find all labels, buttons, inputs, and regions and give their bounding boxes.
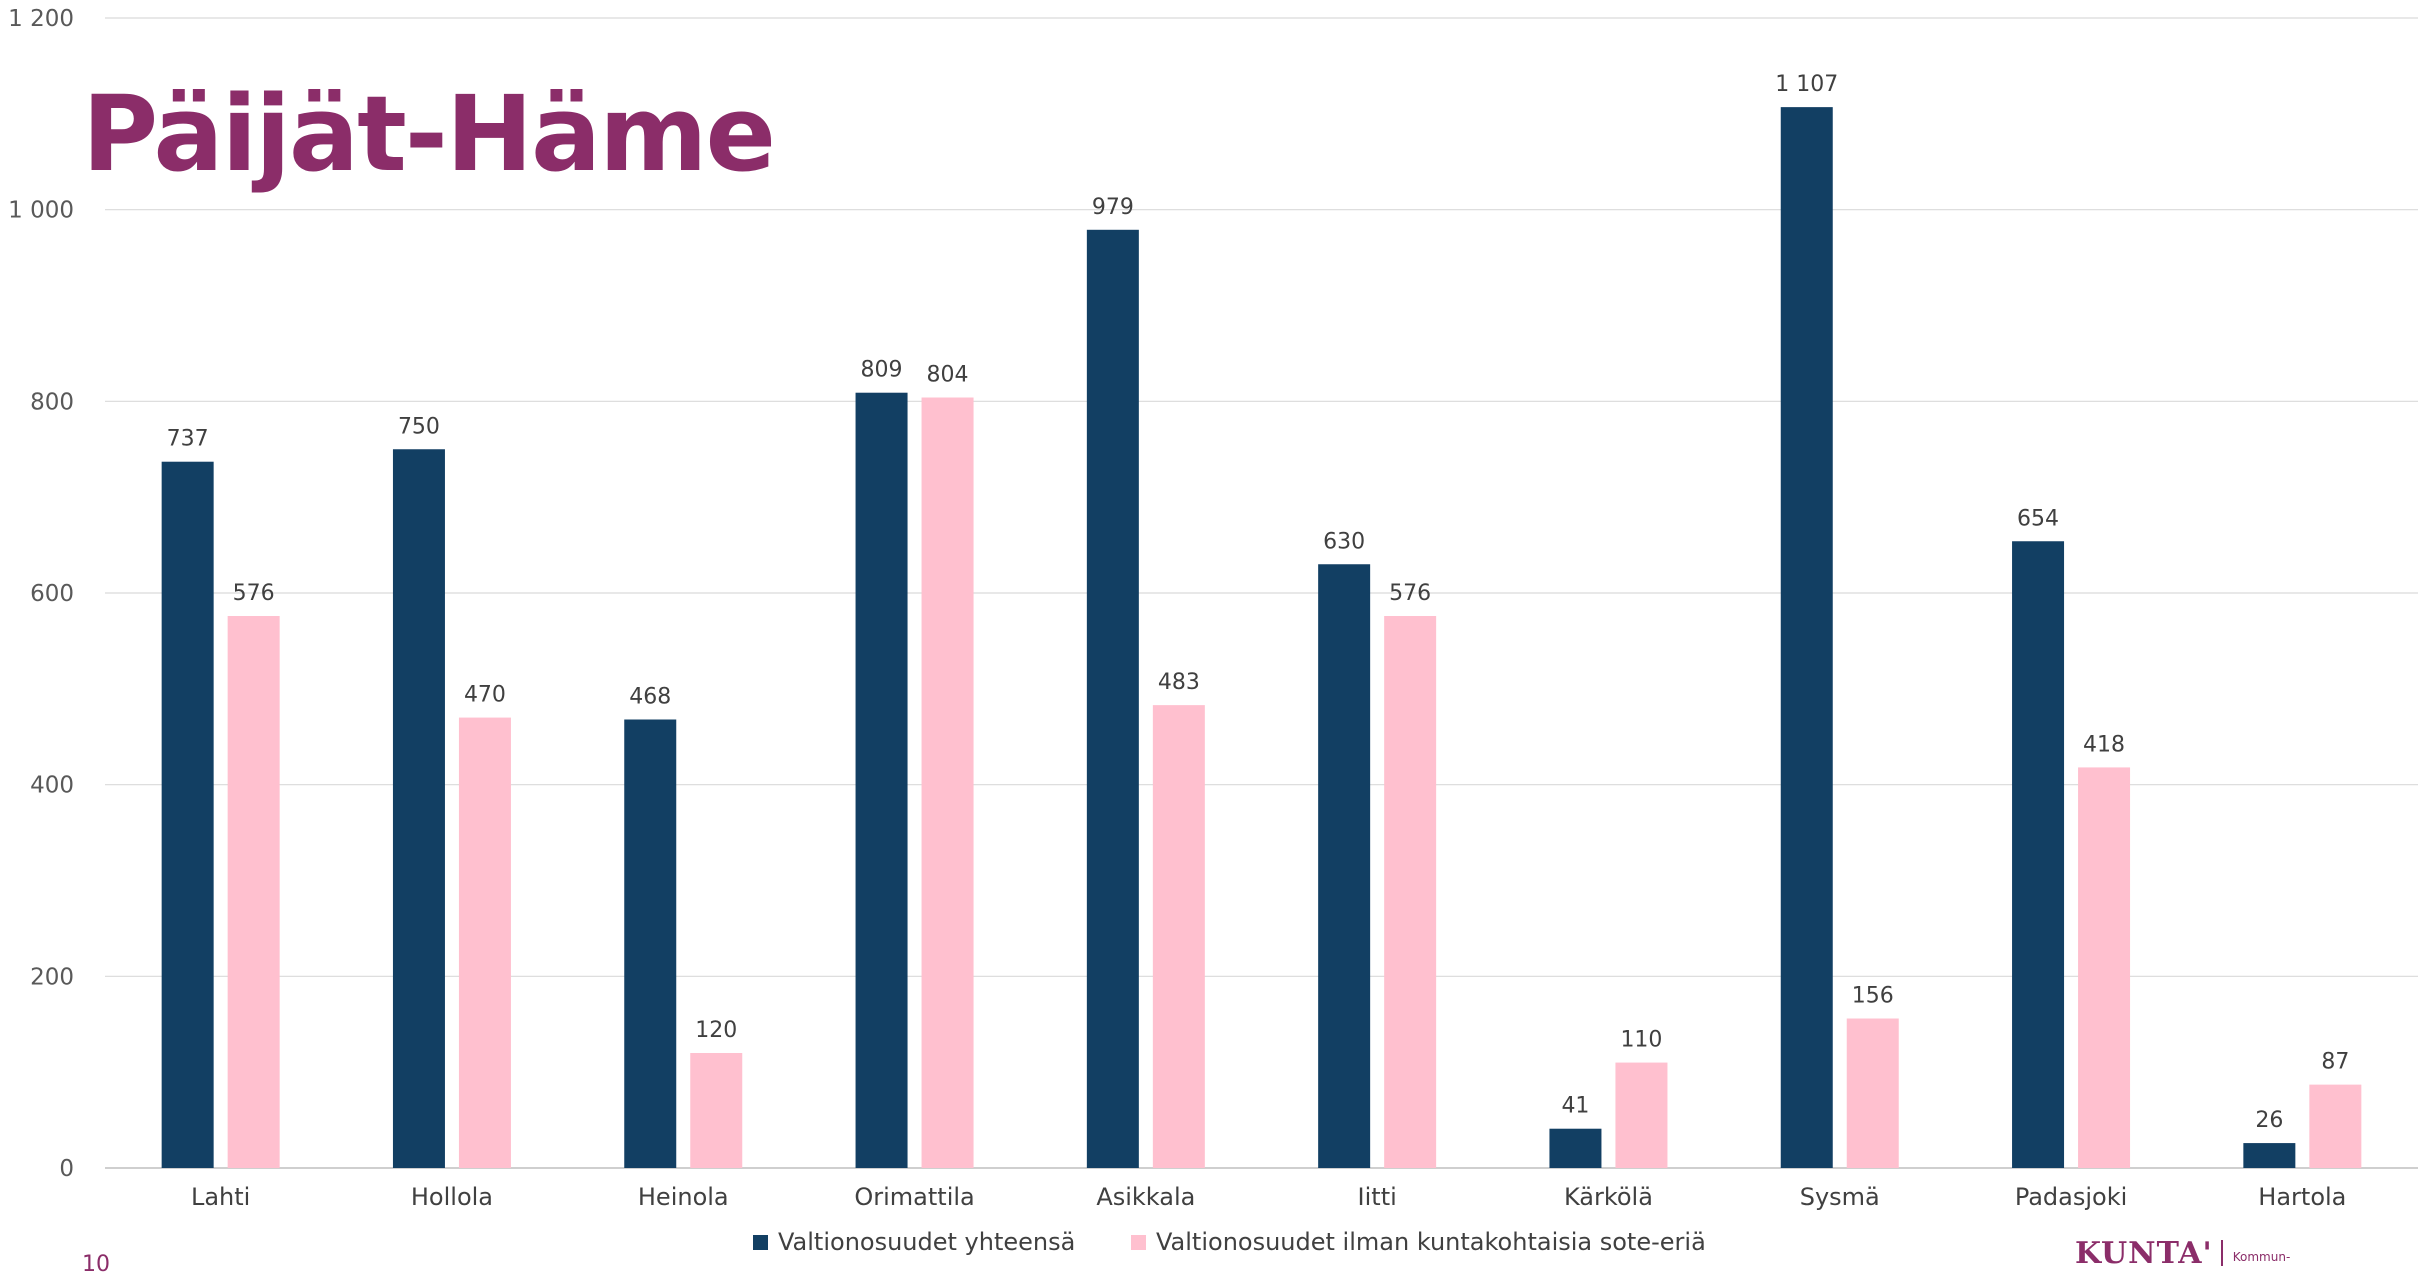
- data-label: 576: [1389, 581, 1431, 606]
- x-tick-label: Hartola: [2258, 1183, 2346, 1211]
- x-tick-label: Heinola: [638, 1183, 729, 1211]
- bar-series-1: [1318, 564, 1370, 1168]
- bar-series-1: [393, 449, 445, 1168]
- data-label: 468: [629, 685, 671, 710]
- bar-series-2: [1384, 616, 1436, 1168]
- bar-series-2: [690, 1053, 742, 1168]
- bar-series-2: [2309, 1085, 2361, 1168]
- data-label: 654: [2017, 506, 2059, 531]
- y-tick-label: 1 200: [8, 6, 74, 32]
- data-label: 737: [167, 427, 209, 452]
- legend-swatch-series-1: [753, 1235, 768, 1250]
- data-label: 750: [398, 414, 440, 439]
- data-label: 809: [861, 358, 903, 383]
- bar-series-2: [228, 616, 280, 1168]
- data-label: 120: [695, 1018, 737, 1043]
- data-label: 87: [2321, 1050, 2349, 1075]
- data-label: 1 107: [1775, 72, 1838, 97]
- legend-item-series-2: Valtionosuudet ilman kuntakohtaisia sote…: [1131, 1228, 1706, 1256]
- chart-legend: Valtionosuudet yhteensä Valtionosuudet i…: [0, 1228, 2427, 1264]
- kunta-logo: KUNTA' Kommun-: [2075, 1236, 2290, 1271]
- bar-series-2: [1153, 705, 1205, 1168]
- bar-series-2: [2078, 767, 2130, 1168]
- logo-text: KUNTA': [2075, 1236, 2213, 1271]
- bar-series-1: [1781, 107, 1833, 1168]
- bar-series-2: [1847, 1019, 1899, 1169]
- data-label: 156: [1852, 984, 1894, 1009]
- y-tick-label: 200: [30, 964, 74, 990]
- legend-swatch-series-2: [1131, 1235, 1146, 1250]
- bar-series-2: [1615, 1063, 1667, 1168]
- bar-series-1: [1087, 230, 1139, 1168]
- x-tick-label: Lahti: [191, 1183, 250, 1211]
- data-label: 804: [927, 363, 969, 388]
- chart-title: Päijät-Häme: [82, 82, 774, 186]
- bar-series-2: [922, 398, 974, 1169]
- x-tick-label: Padasjoki: [2015, 1183, 2127, 1211]
- y-tick-label: 400: [30, 773, 74, 799]
- y-tick-label: 0: [59, 1156, 74, 1182]
- legend-label-series-1: Valtionosuudet yhteensä: [778, 1228, 1075, 1256]
- data-label: 110: [1620, 1028, 1662, 1053]
- data-label: 418: [2083, 732, 2125, 757]
- bar-series-1: [2012, 541, 2064, 1168]
- y-tick-label: 800: [30, 389, 74, 415]
- logo-divider: [2221, 1240, 2223, 1266]
- logo-subtext: Kommun-: [2233, 1250, 2291, 1264]
- data-label: 26: [2255, 1108, 2283, 1133]
- x-tick-label: Hollola: [411, 1183, 493, 1211]
- legend-item-series-1: Valtionosuudet yhteensä: [753, 1228, 1075, 1256]
- x-tick-label: Kärkölä: [1564, 1183, 1653, 1211]
- x-tick-label: Iitti: [1358, 1183, 1397, 1211]
- x-tick-label: Orimattila: [854, 1183, 974, 1211]
- bar-series-1: [1549, 1129, 1601, 1168]
- data-label: 979: [1092, 195, 1134, 220]
- y-tick-label: 600: [30, 581, 74, 607]
- data-label: 576: [233, 581, 275, 606]
- data-label: 483: [1158, 670, 1200, 695]
- data-label: 630: [1323, 529, 1365, 554]
- data-label: 41: [1561, 1094, 1589, 1119]
- x-tick-label: Sysmä: [1800, 1183, 1880, 1211]
- bar-series-1: [2243, 1143, 2295, 1168]
- bar-series-1: [624, 720, 676, 1169]
- bar-series-1: [856, 393, 908, 1168]
- x-tick-label: Asikkala: [1096, 1183, 1195, 1211]
- y-tick-label: 1 000: [8, 198, 74, 224]
- legend-label-series-2: Valtionosuudet ilman kuntakohtaisia sote…: [1156, 1228, 1706, 1256]
- data-label: 470: [464, 683, 506, 708]
- bar-series-2: [459, 718, 511, 1168]
- bar-series-1: [162, 462, 214, 1168]
